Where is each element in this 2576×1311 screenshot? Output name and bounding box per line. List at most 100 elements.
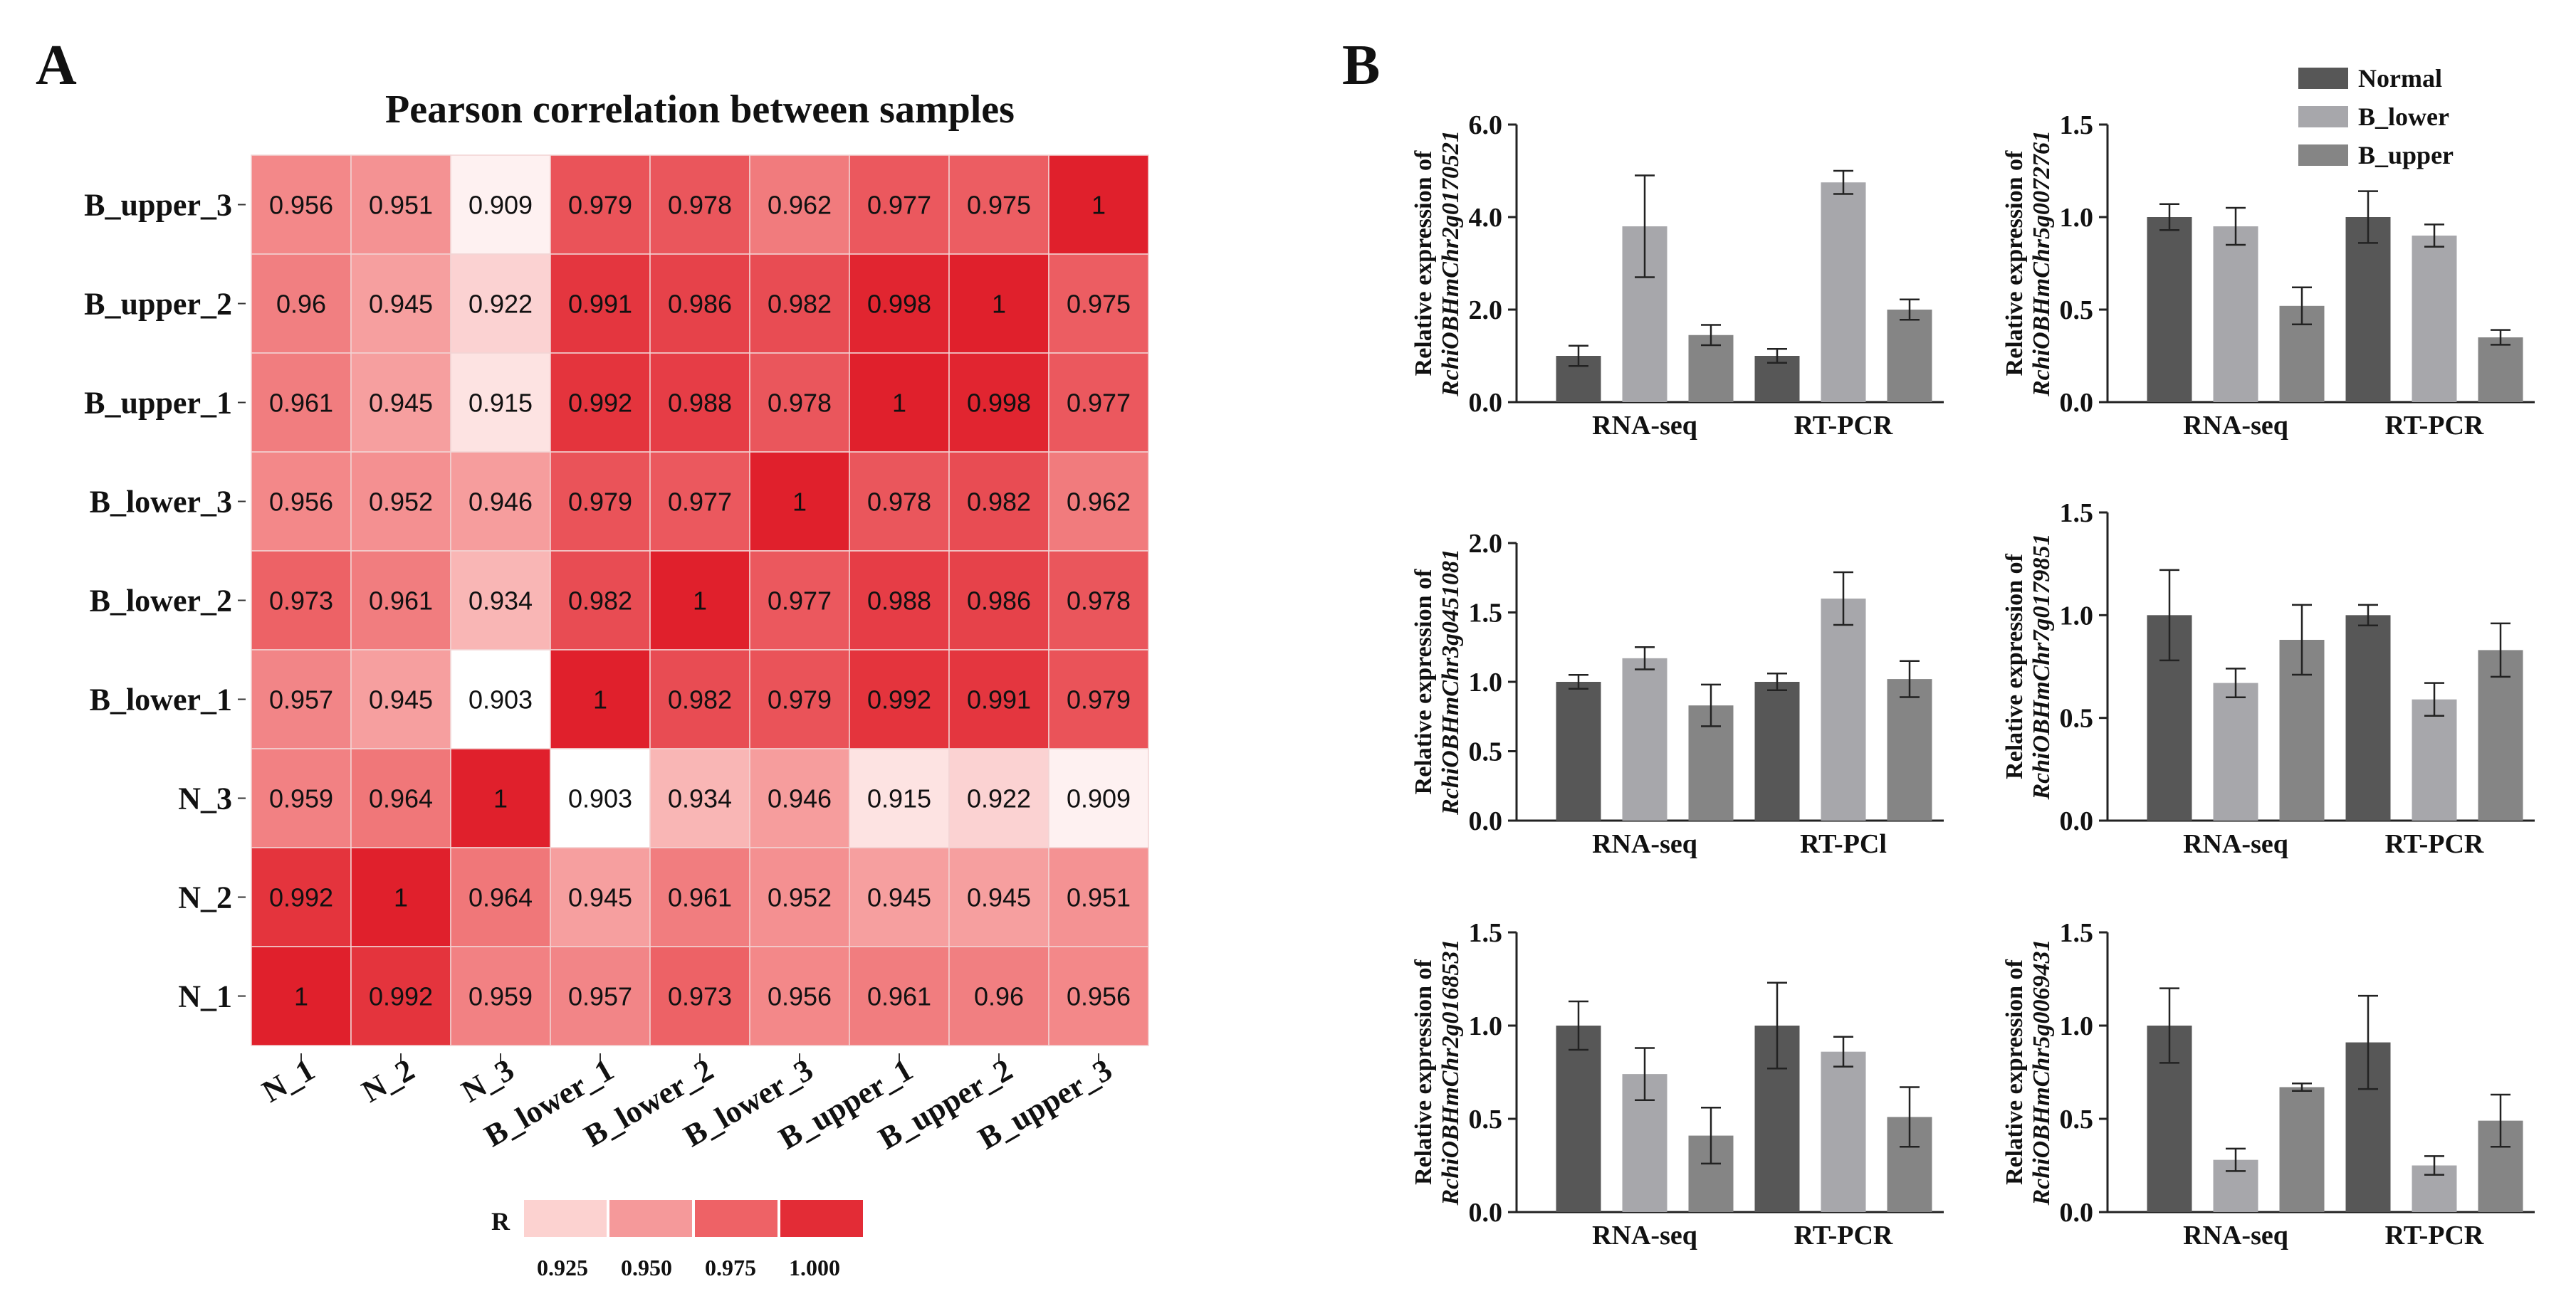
heatmap-cell-value: 0.992: [568, 389, 632, 418]
bar-b-lower: [1622, 658, 1667, 821]
heatmap-row-label: B_upper_3: [84, 188, 232, 223]
heatmap-cell: [550, 748, 651, 848]
heatmap-cell-value: 0.975: [967, 191, 1031, 220]
bar-normal: [2345, 217, 2391, 402]
heatmap-cell: [1048, 748, 1149, 848]
heatmap-cell-value: 0.903: [568, 784, 632, 814]
y-tick-label: 0.0: [2060, 806, 2094, 836]
y-tick-label: 1.0: [1469, 1011, 1503, 1041]
heatmap-cell: [849, 253, 950, 354]
heatmap-cell-value: 1: [693, 586, 707, 616]
heatmap-cell: [749, 253, 850, 354]
heatmap-cell: [749, 946, 850, 1046]
color-scale-swatch: [524, 1200, 607, 1237]
x-category-label: RNA-seq: [2183, 1221, 2288, 1251]
heatmap-cell-value: 0.998: [967, 389, 1031, 418]
y-tick-label: 1.0: [2060, 601, 2094, 631]
legend-label: Normal: [2358, 64, 2442, 93]
x-category-label: RT-PCR: [2385, 829, 2484, 859]
y-tick-label: 0.5: [2060, 1105, 2094, 1134]
heatmap-cell: [649, 946, 750, 1046]
y-tick-label: 0.0: [1469, 1198, 1503, 1228]
bar-chart-panel: 0.0 0.5 1.0 1.5 Relative expression of RchiOB…: [1410, 918, 1944, 1251]
heatmap-cell-value: 0.973: [668, 982, 732, 1011]
heatmap-cell-value: 0.952: [369, 488, 433, 517]
heatmap-cell: [1048, 154, 1149, 255]
bar-b-upper: [1887, 310, 1932, 402]
heatmap-cell: [550, 253, 651, 354]
heatmap-cell: [450, 352, 551, 453]
heatmap-cell-value: 1: [792, 488, 807, 517]
heatmap-cell: [948, 847, 1049, 947]
heatmap-cell-value: 0.962: [768, 191, 832, 220]
y-tick-label: 0.5: [1469, 1105, 1503, 1134]
heatmap-cell: [550, 550, 651, 651]
heatmap-cell-value: 0.922: [468, 290, 533, 319]
bar-normal: [1754, 682, 1800, 821]
heatmap-cell: [749, 451, 850, 552]
heatmap-cell: [749, 154, 850, 255]
bar-b-lower: [2412, 236, 2457, 402]
heatmap-cell: [749, 352, 850, 453]
legend-swatch: [2298, 68, 2348, 89]
bar-b-lower: [1821, 182, 1866, 402]
heatmap-cell-value: 0.959: [269, 784, 333, 814]
bar-normal: [2147, 217, 2192, 402]
heatmap-cell: [550, 847, 651, 947]
heatmap-cell: [1048, 253, 1149, 354]
color-scale-legend: R 0.925 0.950 0.975 1.000: [491, 1200, 863, 1280]
heatmap-cell-value: 0.909: [468, 191, 533, 220]
heatmap-cell: [550, 451, 651, 552]
y-tick-label: 1.5: [2060, 498, 2094, 528]
heatmap-cell-value: 1: [294, 982, 308, 1011]
heatmap-cell: [948, 352, 1049, 453]
y-tick-label: 0.0: [1469, 806, 1503, 836]
heatmap-cell: [350, 847, 451, 947]
heatmap-cell-value: 0.909: [1067, 784, 1131, 814]
bar-b-upper: [2478, 337, 2523, 402]
y-tick-label: 4.0: [1469, 203, 1503, 233]
y-tick-label: 1.0: [2060, 203, 2094, 233]
heatmap-row-label: N_2: [178, 880, 232, 915]
y-tick-label: 0.0: [2060, 1198, 2094, 1228]
y-tick-label: 2.0: [1469, 529, 1503, 559]
y-tick-label: 1.5: [1469, 918, 1503, 948]
heatmap-cell: [1048, 352, 1149, 453]
heatmap-cell: [350, 253, 451, 354]
y-axis-title: Relative expression of: [2001, 554, 2028, 779]
heatmap-cell: [849, 946, 950, 1046]
x-category-label: RNA-seq: [2183, 829, 2288, 859]
heatmap-cell-value: 0.982: [768, 290, 832, 319]
heatmap-cell-value: 0.988: [867, 586, 931, 616]
color-scale-swatch: [780, 1200, 863, 1237]
bar-b-upper: [2279, 1087, 2325, 1212]
heatmap-cell: [251, 946, 352, 1046]
heatmap-cell-value: 0.978: [1067, 586, 1131, 616]
bar-normal: [1556, 1026, 1601, 1212]
heatmap-cell: [251, 253, 352, 354]
heatmap-cell: [350, 649, 451, 749]
bar-normal: [1556, 682, 1601, 821]
bar-chart-panel: 0.0 2.0 4.0 6.0 Relative expression of RchiOB…: [1410, 110, 1944, 441]
heatmap-cell: [350, 946, 451, 1046]
heatmap-cell-value: 0.982: [668, 685, 732, 715]
heatmap-cell-value: 0.957: [269, 685, 333, 715]
heatmap-cell-value: 0.952: [768, 883, 832, 912]
y-axis-title: Relative expression of: [2001, 959, 2028, 1185]
y-axis-title: Relative expression of: [1410, 569, 1437, 794]
heatmap-col-label: N_3: [456, 1052, 520, 1109]
heatmap-cell-value: 0.934: [468, 586, 533, 616]
heatmap-cell: [1048, 847, 1149, 947]
heatmap-cell-value: 0.934: [668, 784, 732, 814]
heatmap-row-label: B_upper_1: [84, 386, 232, 421]
heatmap-cell: [948, 253, 1049, 354]
heatmap-cell: [948, 946, 1049, 1046]
bar-b-lower: [1821, 599, 1866, 821]
heatmap-cell-value: 0.956: [1067, 982, 1131, 1011]
heatmap-cell-value: 0.988: [668, 389, 732, 418]
y-tick-label: 1.0: [1469, 668, 1503, 697]
y-axis-gene-name: RchiOBHmChr3g0451081: [1438, 549, 1464, 816]
heatmap-row-label: N_3: [178, 781, 232, 816]
heatmap-cell-value: 0.956: [269, 191, 333, 220]
